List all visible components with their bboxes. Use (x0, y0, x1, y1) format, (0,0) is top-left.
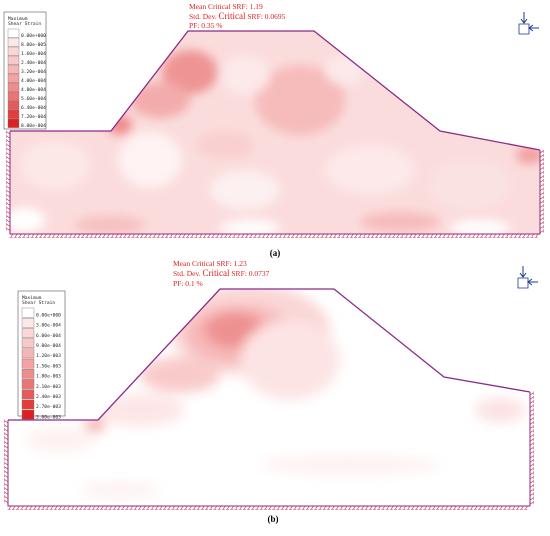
std-mid-b: Critical (203, 268, 230, 278)
caption-b: (b) (268, 514, 279, 524)
legend-swatch (7, 73, 20, 83)
mean-srf-b: Mean Critical SRF: 1.23 (173, 259, 247, 268)
legend-swatch (21, 307, 35, 318)
bottom-support-a (9, 233, 539, 238)
contour-field-b (8, 289, 530, 506)
legend-swatch (21, 348, 35, 359)
legend-tick-label: 2.10e-003 (36, 384, 61, 390)
model-boundary-a (9, 131, 541, 235)
legend-tick-label: 6.40e-004 (21, 105, 46, 111)
legend-tick-label: 7.20e-004 (21, 114, 46, 120)
legend-tick-label: 2.40e-003 (36, 394, 61, 400)
legend-b: Maximum Shear Strain 0.00e+000 3.00e-004 6… (17, 290, 66, 420)
model-boundary-b (7, 392, 531, 507)
legend-tick-label: 3.00e-003 (36, 414, 61, 420)
bottom-support-b (7, 505, 528, 510)
legend-a: Maximum Shear Strain 0.00e+000 8.00e-005 1… (3, 11, 47, 130)
legend-title-b-2: Shear Strain (22, 300, 55, 306)
pin-axis-icon-b (517, 266, 538, 289)
legend-swatch (7, 91, 20, 101)
legend-tick-label: 8.00e-005 (21, 42, 46, 48)
legend-swatch (7, 55, 20, 65)
legend-swatch (7, 82, 20, 92)
legend-title-a-2: Shear Strain (8, 21, 41, 27)
legend-swatch (7, 100, 20, 110)
left-support-a (6, 130, 11, 231)
legend-title-b-1: Maximum (22, 295, 42, 301)
legend-swatch (7, 109, 20, 119)
legend-tick-label: 4.00e-004 (21, 78, 46, 84)
legend-swatch (21, 389, 35, 400)
legend-tick-label: 0.00e+000 (21, 33, 46, 39)
contour-field-a (10, 31, 540, 234)
legend-tick-label: 8.00e-004 (21, 123, 46, 129)
legend-tick-label: 2.40e-004 (21, 60, 46, 66)
mean-srf-a: Mean Critical SRF: 1.19 (189, 2, 263, 11)
legend-swatch (21, 328, 35, 338)
std-mid-a: Critical (219, 11, 246, 21)
legend-swatch (21, 379, 35, 389)
legend-swatch (21, 338, 35, 349)
caption-a: (a) (270, 248, 281, 258)
stats-a: Mean Critical SRF: 1.19 Std. Dev. Critic… (189, 2, 286, 30)
std-dev-a: Std. Dev. Critical SRF: 0.0695 (189, 11, 286, 21)
panel-a (6, 30, 544, 238)
pin-axis-icon-a (518, 12, 539, 35)
pf-b: PF: 0.1 % (173, 279, 203, 288)
legend-tick-label: 4.80e-004 (21, 87, 46, 93)
legend-tick-label: 1.80e-003 (36, 374, 61, 380)
legend-title-a-1: Maximum (8, 16, 28, 22)
legend-swatch (21, 358, 35, 369)
legend-swatch (7, 64, 20, 74)
legend-tick-label: 1.20e-003 (36, 353, 61, 359)
std-suffix-a: SRF: 0.0695 (247, 12, 285, 21)
legend-tick-label: 5.60e-004 (21, 96, 46, 102)
panel-b (4, 288, 534, 510)
std-dev-b: Std. Dev. Critical SRF: 0.0737 (173, 268, 270, 278)
legend-swatch (7, 37, 20, 47)
legend-swatch (21, 409, 35, 420)
legend-tick-label: 3.20e-004 (21, 69, 46, 75)
stats-b: Mean Critical SRF: 1.23 Std. Dev. Critic… (173, 259, 270, 288)
legend-tick-label: 1.50e-003 (36, 363, 61, 369)
slope-outline-a (10, 30, 541, 151)
legend-tick-label: 3.00e-004 (36, 323, 61, 329)
legend-swatch (7, 46, 20, 56)
legend-swatch (21, 318, 35, 328)
legend-tick-label: 1.60e-004 (21, 51, 46, 57)
left-support-b (4, 419, 9, 504)
legend-tick-label: 0.00e+000 (36, 312, 61, 318)
legend-swatch (21, 399, 35, 410)
std-prefix-b: Std. Dev. (173, 269, 201, 278)
pf-a: PF: 0.35 % (189, 21, 223, 30)
std-prefix-a: Std. Dev. (189, 12, 217, 21)
legend-tick-label: 2.70e-003 (36, 404, 61, 410)
legend-swatch (7, 28, 20, 38)
std-suffix-b: SRF: 0.0737 (231, 269, 269, 278)
legend-swatch (7, 118, 20, 128)
legend-swatch (21, 369, 35, 379)
legend-tick-label: 9.00e-004 (36, 343, 61, 349)
right-support-a (539, 149, 544, 234)
slope-outline-b (8, 288, 531, 421)
legend-tick-label: 6.00e-004 (36, 333, 61, 339)
right-support-b (529, 391, 534, 505)
